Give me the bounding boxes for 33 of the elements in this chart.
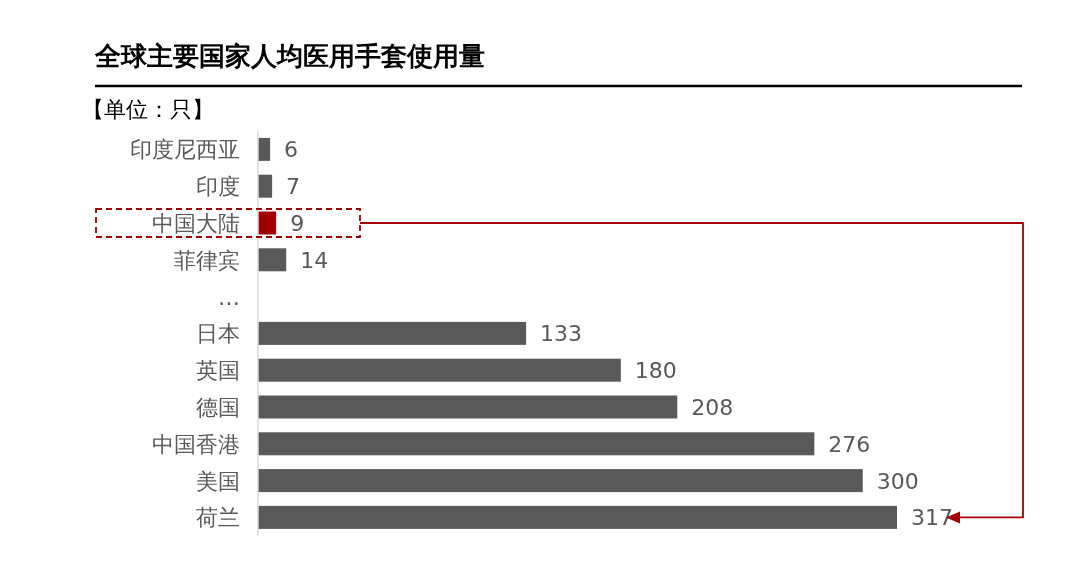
data-label: 9 [290,211,305,236]
data-label: 317 [911,505,953,531]
chart-title: 全球主要国家人均医用手套使用量 [94,41,485,71]
y-tick-label: 印度 [196,174,240,200]
data-label: 7 [286,174,301,200]
text: 【单位：只】 [82,97,214,122]
data-label: 133 [540,321,583,347]
data-label: 276 [828,431,871,457]
y-tick-label: 日本 [196,321,240,347]
y-tick-label: 英国 [196,358,240,384]
y-tick-label: 荷兰 [196,505,240,531]
bar [258,358,621,382]
y-tick-label: … [218,284,240,310]
bar [258,174,273,198]
bar [258,321,527,345]
y-tick-label: 中国香港 [152,431,240,457]
bar [258,432,815,456]
y-tick-label: 美国 [196,468,240,494]
y-tick-label: 菲律宾 [174,247,240,273]
y-tick-label: 印度尼西亚 [130,137,240,163]
data-label: 14 [300,247,329,273]
y-tick-label: 德国 [196,395,240,420]
bar [258,395,678,419]
bar [258,137,271,161]
bar [258,505,897,529]
data-label: 6 [284,137,299,163]
y-tick-label: 中国大陆 [152,211,240,236]
data-label: 208 [691,395,734,420]
data-label: 180 [634,358,677,384]
bar [258,248,287,272]
data-label: 300 [876,468,919,494]
bar [258,211,277,235]
bar [258,469,863,493]
